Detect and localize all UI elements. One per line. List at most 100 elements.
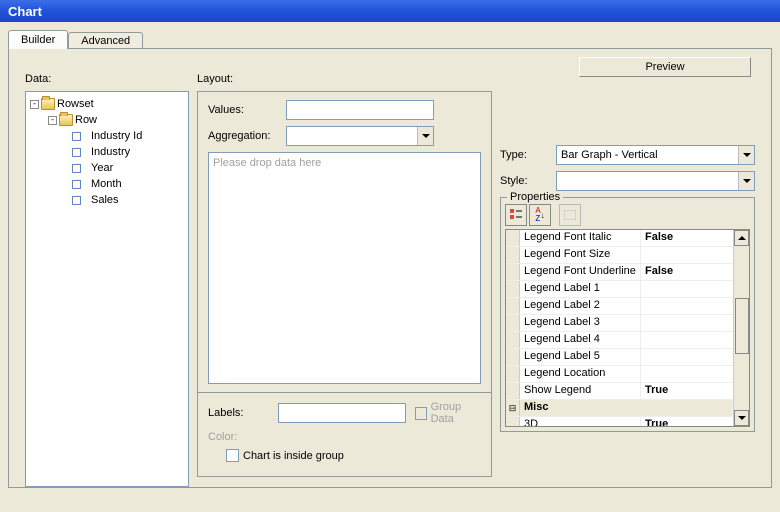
prop-name: Legend Label 3 <box>520 315 641 331</box>
chevron-down-icon[interactable] <box>738 146 754 164</box>
prop-gutter <box>506 247 520 263</box>
prop-gutter <box>506 366 520 382</box>
prop-value[interactable] <box>641 332 733 348</box>
values-label: Values: <box>208 104 286 116</box>
tree-leaf[interactable]: Year <box>30 160 184 176</box>
tree-label: Industry <box>91 146 130 158</box>
group-data-label: Group Data <box>431 401 481 425</box>
style-dropdown[interactable] <box>556 171 755 191</box>
leaf-icon <box>72 164 81 173</box>
property-row[interactable]: Legend Label 5 <box>506 349 733 366</box>
inside-group-checkbox[interactable] <box>226 449 239 462</box>
chevron-down-icon[interactable] <box>417 127 433 145</box>
right-column: Type: Bar Graph - Vertical Style: Proper <box>500 73 755 479</box>
scroll-up-button[interactable] <box>734 230 749 246</box>
group-data-checkbox-wrap: Group Data <box>415 401 481 425</box>
aggregation-dropdown[interactable] <box>286 126 434 146</box>
tree-toggle-icon[interactable]: - <box>48 116 57 125</box>
inside-group-label: Chart is inside group <box>243 450 344 462</box>
tree-leaf[interactable]: Industry <box>30 144 184 160</box>
property-row[interactable]: Show LegendTrue <box>506 383 733 400</box>
tree-label: Sales <box>91 194 119 206</box>
type-label: Type: <box>500 149 556 161</box>
prop-value[interactable]: True <box>641 417 733 426</box>
prop-name: Legend Font Underline <box>520 264 641 280</box>
data-column: Data: - Rowset - Row Industry Id Industr <box>25 73 189 479</box>
folder-icon <box>41 98 55 110</box>
property-grid[interactable]: Legend Font ItalicFalseLegend Font SizeL… <box>505 229 750 427</box>
tree-node-row[interactable]: - Row <box>30 112 184 128</box>
group-data-checkbox <box>415 407 427 420</box>
prop-name: Legend Location <box>520 366 641 382</box>
prop-name: Legend Font Size <box>520 247 641 263</box>
page-icon <box>564 210 576 220</box>
prop-gutter <box>506 383 520 399</box>
properties-toolbar: AZ↓ <box>505 204 750 226</box>
property-row[interactable]: Legend Label 2 <box>506 298 733 315</box>
tree-leaf[interactable]: Sales <box>30 192 184 208</box>
properties-fieldset: Properties AZ↓ Legen <box>500 197 755 432</box>
prop-gutter <box>506 298 520 314</box>
tree-node-rowset[interactable]: - Rowset <box>30 96 184 112</box>
property-row[interactable]: Legend Label 1 <box>506 281 733 298</box>
property-row[interactable]: ⊟Misc <box>506 400 733 417</box>
tab-builder[interactable]: Builder <box>8 30 68 49</box>
prop-value[interactable]: False <box>641 230 733 246</box>
prop-value[interactable]: True <box>641 383 733 399</box>
scrollbar[interactable] <box>733 230 749 426</box>
prop-value[interactable] <box>641 298 733 314</box>
prop-name: Legend Label 4 <box>520 332 641 348</box>
aggregation-label: Aggregation: <box>208 130 286 142</box>
labels-input[interactable] <box>278 403 406 423</box>
property-row[interactable]: Legend Label 3 <box>506 315 733 332</box>
tab-strip: Builder Advanced <box>8 30 780 49</box>
values-input[interactable] <box>286 100 434 120</box>
tree-label: Industry Id <box>91 130 142 142</box>
prop-name: Misc <box>520 400 733 416</box>
tab-advanced[interactable]: Advanced <box>68 32 143 49</box>
categorized-button[interactable] <box>505 204 527 226</box>
property-row[interactable]: 3DTrue <box>506 417 733 426</box>
prop-value[interactable] <box>641 366 733 382</box>
scroll-down-button[interactable] <box>734 410 749 426</box>
property-row[interactable]: Legend Font ItalicFalse <box>506 230 733 247</box>
property-row[interactable]: Legend Label 4 <box>506 332 733 349</box>
builder-panel: Preview Data: - Rowset - Row <box>8 48 772 488</box>
drop-zone[interactable]: Please drop data here <box>208 152 481 384</box>
window-title: Chart <box>8 4 42 19</box>
tree-leaf[interactable]: Industry Id <box>30 128 184 144</box>
property-row[interactable]: Legend Font Size <box>506 247 733 264</box>
layout-column: Layout: Values: Aggregation: Please drop… <box>197 73 492 479</box>
tree-label: Row <box>75 114 97 126</box>
chevron-down-icon[interactable] <box>738 172 754 190</box>
folder-icon <box>59 114 73 126</box>
tree-label: Month <box>91 178 122 190</box>
scroll-thumb[interactable] <box>735 298 749 354</box>
prop-value[interactable]: False <box>641 264 733 280</box>
layout-label: Layout: <box>197 73 492 85</box>
style-label: Style: <box>500 175 556 187</box>
property-row[interactable]: Legend Font UnderlineFalse <box>506 264 733 281</box>
prop-value[interactable] <box>641 247 733 263</box>
color-label: Color: <box>208 431 286 443</box>
prop-value[interactable] <box>641 349 733 365</box>
prop-gutter <box>506 264 520 280</box>
categorized-icon <box>510 209 522 221</box>
preview-button[interactable]: Preview <box>579 57 751 77</box>
prop-name: 3D <box>520 417 641 426</box>
tree-leaf[interactable]: Month <box>30 176 184 192</box>
prop-gutter <box>506 332 520 348</box>
tree-toggle-icon[interactable]: - <box>30 100 39 109</box>
layout-bottom-section: Labels: Group Data Color: <box>197 392 492 477</box>
prop-value[interactable] <box>641 281 733 297</box>
prop-name: Legend Label 5 <box>520 349 641 365</box>
prop-value[interactable] <box>641 315 733 331</box>
alphabetical-button[interactable]: AZ↓ <box>529 204 551 226</box>
type-dropdown[interactable]: Bar Graph - Vertical <box>556 145 755 165</box>
property-row[interactable]: Legend Location <box>506 366 733 383</box>
prop-gutter <box>506 281 520 297</box>
tree-label: Rowset <box>57 98 94 110</box>
tree-label: Year <box>91 162 113 174</box>
inside-group-checkbox-wrap[interactable]: Chart is inside group <box>226 449 344 462</box>
data-tree[interactable]: - Rowset - Row Industry Id Industry Year… <box>25 91 189 487</box>
